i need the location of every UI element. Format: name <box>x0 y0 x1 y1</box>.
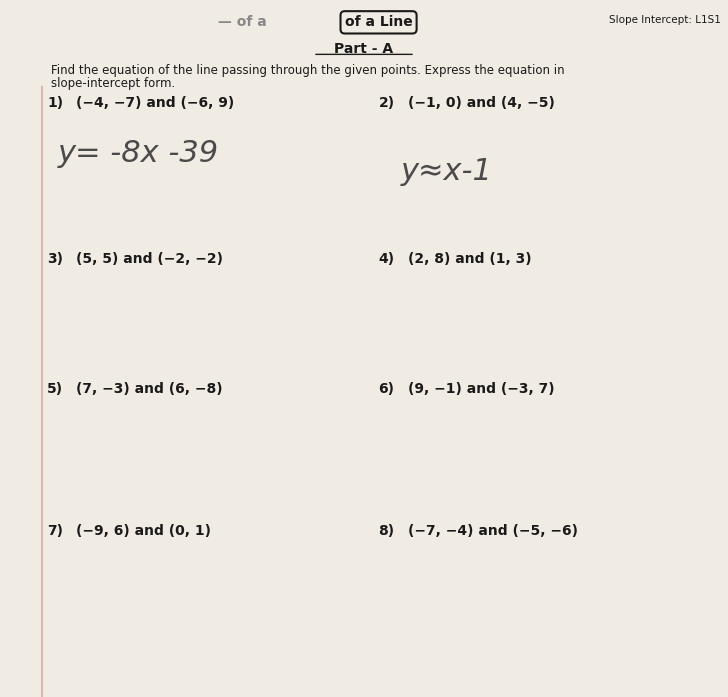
Text: — of a: — of a <box>218 15 267 29</box>
Text: 2): 2) <box>379 96 395 110</box>
Text: 4): 4) <box>379 252 395 266</box>
Text: 7): 7) <box>47 524 63 538</box>
Text: 1): 1) <box>47 96 63 110</box>
Text: (−4, −7) and (−6, 9): (−4, −7) and (−6, 9) <box>76 96 234 110</box>
Text: (−7, −4) and (−5, −6): (−7, −4) and (−5, −6) <box>408 524 578 538</box>
Text: 8): 8) <box>379 524 395 538</box>
Text: slope-intercept form.: slope-intercept form. <box>51 77 175 90</box>
Text: 5): 5) <box>47 382 63 396</box>
Text: (7, −3) and (6, −8): (7, −3) and (6, −8) <box>76 382 223 396</box>
Text: Part - A: Part - A <box>334 42 394 56</box>
Text: Find the equation of the line passing through the given points. Express the equa: Find the equation of the line passing th… <box>51 64 565 77</box>
Text: y≈x-1: y≈x-1 <box>400 157 492 186</box>
Text: Slope Intercept: L1S1: Slope Intercept: L1S1 <box>609 15 721 25</box>
Text: of a Line: of a Line <box>344 15 413 29</box>
Text: (9, −1) and (−3, 7): (9, −1) and (−3, 7) <box>408 382 554 396</box>
Text: (−9, 6) and (0, 1): (−9, 6) and (0, 1) <box>76 524 211 538</box>
Text: y= -8x -39: y= -8x -39 <box>58 139 219 169</box>
Text: (5, 5) and (−2, −2): (5, 5) and (−2, −2) <box>76 252 223 266</box>
Text: 6): 6) <box>379 382 395 396</box>
Text: (−1, 0) and (4, −5): (−1, 0) and (4, −5) <box>408 96 555 110</box>
Text: (2, 8) and (1, 3): (2, 8) and (1, 3) <box>408 252 531 266</box>
Text: 3): 3) <box>47 252 63 266</box>
